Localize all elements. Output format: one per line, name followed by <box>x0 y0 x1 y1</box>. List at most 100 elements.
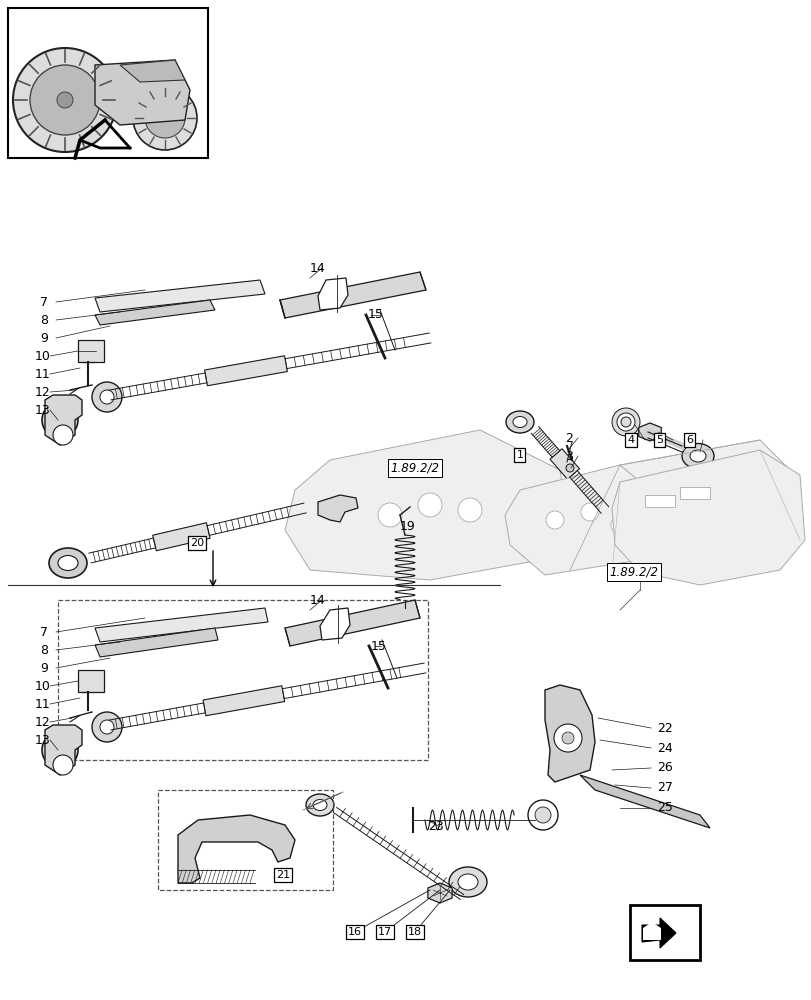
Text: 12: 12 <box>35 716 50 728</box>
Polygon shape <box>203 686 285 716</box>
Text: 12: 12 <box>35 385 50 398</box>
Text: 10: 10 <box>35 350 51 362</box>
Bar <box>78 340 104 362</box>
Text: 15: 15 <box>371 640 386 652</box>
Polygon shape <box>178 815 294 883</box>
Circle shape <box>610 516 629 534</box>
Text: 22: 22 <box>656 722 672 734</box>
Bar <box>644 495 674 507</box>
Text: 17: 17 <box>377 927 392 937</box>
Text: 8: 8 <box>40 314 48 326</box>
Polygon shape <box>544 685 594 782</box>
Polygon shape <box>45 395 82 445</box>
Circle shape <box>145 98 185 138</box>
Polygon shape <box>95 300 215 325</box>
Polygon shape <box>609 440 794 580</box>
Circle shape <box>42 732 78 768</box>
Polygon shape <box>642 922 660 940</box>
Circle shape <box>53 755 73 775</box>
Circle shape <box>92 382 122 412</box>
Circle shape <box>42 402 78 438</box>
Ellipse shape <box>689 450 705 462</box>
Bar <box>158 790 333 890</box>
Bar <box>629 905 699 960</box>
Polygon shape <box>638 423 660 441</box>
Text: 16: 16 <box>348 927 362 937</box>
Text: 1.89.2/2: 1.89.2/2 <box>609 566 658 578</box>
Text: 27: 27 <box>656 781 672 794</box>
Text: 20: 20 <box>190 538 204 548</box>
Text: 1.89.2/2: 1.89.2/2 <box>390 462 439 475</box>
Text: 14: 14 <box>310 261 325 274</box>
Bar <box>679 487 709 499</box>
Polygon shape <box>95 60 190 125</box>
Polygon shape <box>318 495 358 522</box>
Circle shape <box>561 732 573 744</box>
Circle shape <box>100 390 114 404</box>
Polygon shape <box>280 272 426 318</box>
Ellipse shape <box>513 416 526 428</box>
Circle shape <box>457 498 482 522</box>
Ellipse shape <box>306 794 333 816</box>
Ellipse shape <box>457 874 478 890</box>
Circle shape <box>534 807 551 823</box>
Circle shape <box>565 464 573 472</box>
Circle shape <box>378 503 401 527</box>
Circle shape <box>418 493 441 517</box>
Circle shape <box>553 724 581 752</box>
Circle shape <box>133 86 197 150</box>
Text: 18: 18 <box>407 927 422 937</box>
Bar <box>8 8 208 158</box>
Circle shape <box>581 503 599 521</box>
Polygon shape <box>285 430 569 580</box>
Ellipse shape <box>681 444 713 468</box>
Text: 6: 6 <box>685 435 693 445</box>
Polygon shape <box>642 918 676 948</box>
Circle shape <box>734 490 754 510</box>
Polygon shape <box>320 608 350 640</box>
Text: 11: 11 <box>35 367 50 380</box>
Circle shape <box>709 475 729 495</box>
Text: 19: 19 <box>400 520 415 532</box>
Circle shape <box>57 92 73 108</box>
Text: 8: 8 <box>40 644 48 656</box>
Circle shape <box>30 65 100 135</box>
Circle shape <box>50 740 70 760</box>
Text: 1: 1 <box>516 450 523 460</box>
Text: 9: 9 <box>40 332 48 344</box>
Polygon shape <box>427 883 452 903</box>
Ellipse shape <box>605 510 629 530</box>
Circle shape <box>527 800 557 830</box>
Circle shape <box>50 410 70 430</box>
Circle shape <box>53 425 73 445</box>
Polygon shape <box>549 449 579 479</box>
Polygon shape <box>504 465 659 575</box>
Polygon shape <box>285 600 419 646</box>
Polygon shape <box>579 775 709 828</box>
Text: 9: 9 <box>40 662 48 674</box>
Circle shape <box>669 480 689 500</box>
Polygon shape <box>95 280 264 312</box>
Ellipse shape <box>448 867 487 897</box>
Text: 13: 13 <box>35 403 50 416</box>
Ellipse shape <box>611 515 623 525</box>
Text: 7: 7 <box>40 296 48 308</box>
Text: 10: 10 <box>35 680 51 692</box>
Text: 7: 7 <box>40 626 48 639</box>
Text: 23: 23 <box>427 820 443 833</box>
Text: 3: 3 <box>564 450 573 462</box>
Text: 14: 14 <box>310 593 325 606</box>
Text: 11: 11 <box>35 698 50 710</box>
Polygon shape <box>611 450 804 585</box>
Bar <box>58 600 427 760</box>
Circle shape <box>616 413 634 431</box>
Circle shape <box>92 712 122 742</box>
Ellipse shape <box>312 799 327 810</box>
Polygon shape <box>95 628 217 657</box>
Circle shape <box>620 417 630 427</box>
Polygon shape <box>95 608 268 642</box>
Bar <box>78 670 104 692</box>
Circle shape <box>611 408 639 436</box>
Ellipse shape <box>49 548 87 578</box>
Text: 24: 24 <box>656 742 672 754</box>
